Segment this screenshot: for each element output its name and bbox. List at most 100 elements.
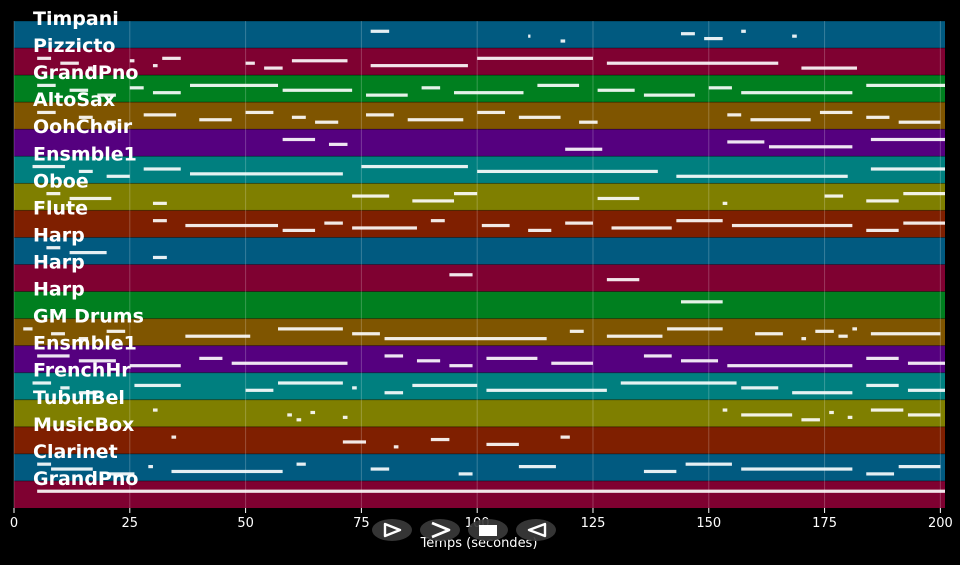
rewind-button[interactable] [516, 519, 556, 541]
note [278, 381, 343, 385]
note [185, 334, 251, 338]
tick-label: 150 [696, 516, 721, 531]
track-label: Flute [33, 197, 88, 219]
note [69, 250, 107, 255]
track-band [14, 129, 945, 157]
track-labels: Timpani Pizzicto GrandPno AltoSax OohChoir En… [33, 8, 144, 490]
track-label: Oboe [33, 170, 89, 192]
note [291, 59, 348, 63]
note [148, 465, 153, 469]
note [143, 167, 181, 171]
tick-label: 50 [237, 516, 254, 531]
note [51, 332, 65, 336]
note [69, 196, 112, 201]
note [37, 354, 70, 358]
note [78, 115, 93, 119]
forward-button[interactable] [420, 519, 460, 541]
note [278, 327, 343, 331]
note [801, 66, 857, 70]
track-label: GrandPno [33, 62, 138, 84]
note [477, 56, 593, 60]
note [898, 120, 941, 124]
track-band [14, 264, 945, 292]
note [454, 192, 478, 196]
note [46, 192, 61, 196]
track-band [14, 453, 945, 481]
note [680, 32, 695, 36]
note [352, 332, 380, 336]
rewind-outline-icon [527, 522, 547, 538]
note [866, 383, 899, 388]
note [792, 391, 853, 395]
note [282, 228, 316, 233]
track-label: GrandPno [33, 468, 138, 490]
note [903, 192, 945, 196]
note [477, 169, 658, 174]
note [907, 361, 945, 365]
note [152, 408, 158, 412]
track-label: Harp [33, 224, 85, 246]
note [518, 465, 556, 469]
note [741, 386, 779, 390]
note [190, 172, 343, 176]
note [903, 221, 945, 225]
note [366, 113, 394, 117]
note [245, 388, 274, 392]
note [741, 467, 853, 471]
note [282, 88, 353, 92]
track-band [14, 318, 945, 346]
track-band [14, 399, 945, 427]
note [430, 437, 450, 442]
note [731, 223, 853, 228]
tick-label: 125 [581, 516, 606, 531]
note [106, 174, 130, 178]
note [569, 329, 584, 333]
note [680, 359, 719, 363]
note [310, 410, 316, 415]
note [78, 169, 93, 174]
note [866, 199, 899, 203]
note [685, 462, 732, 466]
note [611, 226, 672, 230]
note [32, 381, 52, 385]
track-label: MusicBox [33, 414, 134, 436]
note [676, 219, 723, 223]
note [352, 226, 417, 230]
note-marks [23, 29, 946, 493]
note [528, 228, 552, 233]
track-label: Pizzicto [33, 35, 115, 57]
note [129, 364, 181, 368]
stop-square-icon [479, 525, 497, 536]
note [824, 194, 844, 198]
note [430, 219, 445, 223]
note [287, 413, 292, 417]
note [643, 469, 677, 474]
track-label: FrenchHr [33, 360, 131, 382]
note [366, 93, 408, 97]
track-label: OohChoir [33, 116, 133, 138]
note [88, 66, 93, 70]
stop-button[interactable] [468, 519, 508, 541]
note [449, 273, 473, 277]
note [324, 221, 343, 225]
note [565, 221, 593, 225]
note [565, 147, 603, 151]
note [37, 110, 56, 115]
play-button[interactable] [372, 519, 412, 541]
note [384, 354, 404, 358]
note [315, 120, 339, 124]
track-band [14, 75, 945, 103]
note [171, 469, 283, 474]
play-outline-icon [383, 522, 402, 538]
note [643, 354, 672, 358]
note [866, 115, 890, 119]
note [486, 388, 607, 392]
note [838, 334, 848, 338]
note [37, 56, 52, 60]
track-band [14, 480, 945, 508]
note [486, 442, 519, 447]
note [106, 472, 135, 476]
note [129, 86, 144, 90]
track-band [14, 21, 945, 49]
